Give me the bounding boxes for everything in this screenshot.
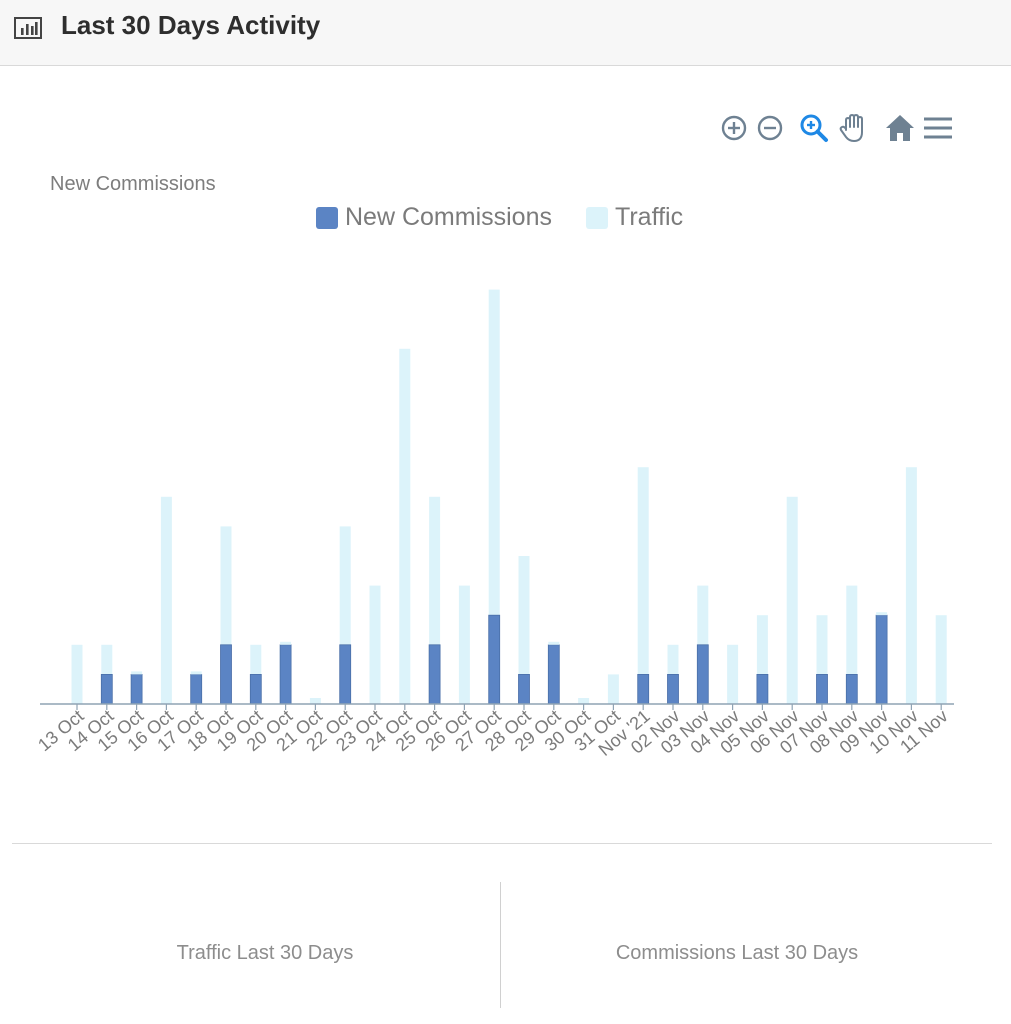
bar-traffic[interactable] (667, 644, 679, 675)
bar-new-commissions[interactable] (696, 644, 709, 705)
bar-traffic[interactable] (131, 671, 143, 675)
bar-traffic[interactable] (220, 526, 232, 645)
bar-traffic[interactable] (458, 585, 470, 704)
selection-zoom-icon[interactable] (796, 110, 832, 146)
bar-traffic[interactable] (846, 585, 858, 675)
bar-traffic[interactable] (101, 644, 113, 675)
pan-icon[interactable] (836, 110, 872, 146)
bar-traffic[interactable] (727, 644, 739, 704)
bar-traffic[interactable] (280, 641, 292, 645)
bar-traffic[interactable] (399, 348, 411, 704)
reset-home-icon[interactable] (882, 110, 918, 146)
bar-new-commissions[interactable] (220, 644, 232, 705)
bar-new-commissions[interactable] (667, 674, 679, 705)
bar-traffic[interactable] (786, 496, 798, 704)
legend-marker-1[interactable] (586, 207, 608, 229)
chart-title: New Commissions (50, 173, 216, 195)
x-axis-ticks (76, 704, 942, 710)
bar-new-commissions[interactable] (249, 674, 262, 705)
bar-traffic[interactable] (488, 289, 500, 616)
bar-new-commissions[interactable] (637, 674, 650, 705)
bar-traffic[interactable] (160, 496, 172, 704)
bar-chart-icon (14, 17, 42, 39)
legend-label-1[interactable]: Traffic (615, 203, 683, 231)
bar-traffic[interactable] (250, 644, 262, 675)
bar-new-commissions[interactable] (518, 674, 530, 705)
bar-traffic[interactable] (369, 585, 381, 704)
zoom-in-icon[interactable] (716, 110, 752, 146)
chart-legend: New Commissions Traffic (316, 203, 683, 231)
bar-traffic[interactable] (876, 612, 888, 616)
bar-traffic[interactable] (697, 585, 709, 645)
bar-traffic[interactable] (637, 467, 649, 675)
bar-traffic[interactable] (607, 674, 619, 704)
bar-traffic[interactable] (429, 496, 441, 645)
stats-divider (500, 882, 501, 1008)
bar-new-commissions[interactable] (190, 674, 203, 705)
card-header: Last 30 Days Activity (0, 0, 1011, 66)
bar-traffic[interactable] (518, 556, 530, 675)
bar-new-commissions[interactable] (339, 644, 352, 705)
stacked-bar-chart: New Commissions New Commissions Traffic 1… (34, 173, 954, 760)
bar-new-commissions[interactable] (488, 614, 501, 705)
commissions-stat-label: Commissions Last 30 Days (615, 942, 859, 964)
traffic-stat-label: Traffic Last 30 Days (176, 942, 354, 964)
bar-new-commissions[interactable] (130, 674, 143, 705)
bar-traffic[interactable] (309, 698, 321, 704)
bar-traffic[interactable] (71, 644, 83, 704)
bar-traffic[interactable] (548, 641, 560, 645)
menu-icon[interactable] (920, 110, 956, 146)
bar-traffic[interactable] (578, 698, 590, 704)
bar-traffic[interactable] (935, 615, 947, 704)
zoom-out-icon[interactable] (752, 110, 788, 146)
bars-group (71, 289, 947, 705)
bar-traffic[interactable] (339, 526, 351, 645)
legend-label-0[interactable]: New Commissions (345, 203, 552, 231)
bar-new-commissions[interactable] (547, 644, 560, 705)
bar-new-commissions[interactable] (875, 614, 888, 705)
bar-traffic[interactable] (756, 615, 768, 675)
bar-new-commissions[interactable] (816, 674, 828, 705)
bar-new-commissions[interactable] (100, 674, 113, 705)
legend-marker-0[interactable] (316, 207, 338, 229)
bar-new-commissions[interactable] (845, 674, 858, 705)
bar-traffic[interactable] (816, 615, 828, 675)
bar-new-commissions[interactable] (279, 644, 292, 705)
bar-traffic[interactable] (190, 671, 202, 675)
section-divider (12, 843, 992, 844)
page-title: Last 30 Days Activity (61, 10, 321, 40)
bar-new-commissions[interactable] (756, 674, 769, 705)
bar-new-commissions[interactable] (428, 644, 441, 705)
bar-traffic[interactable] (905, 467, 917, 704)
